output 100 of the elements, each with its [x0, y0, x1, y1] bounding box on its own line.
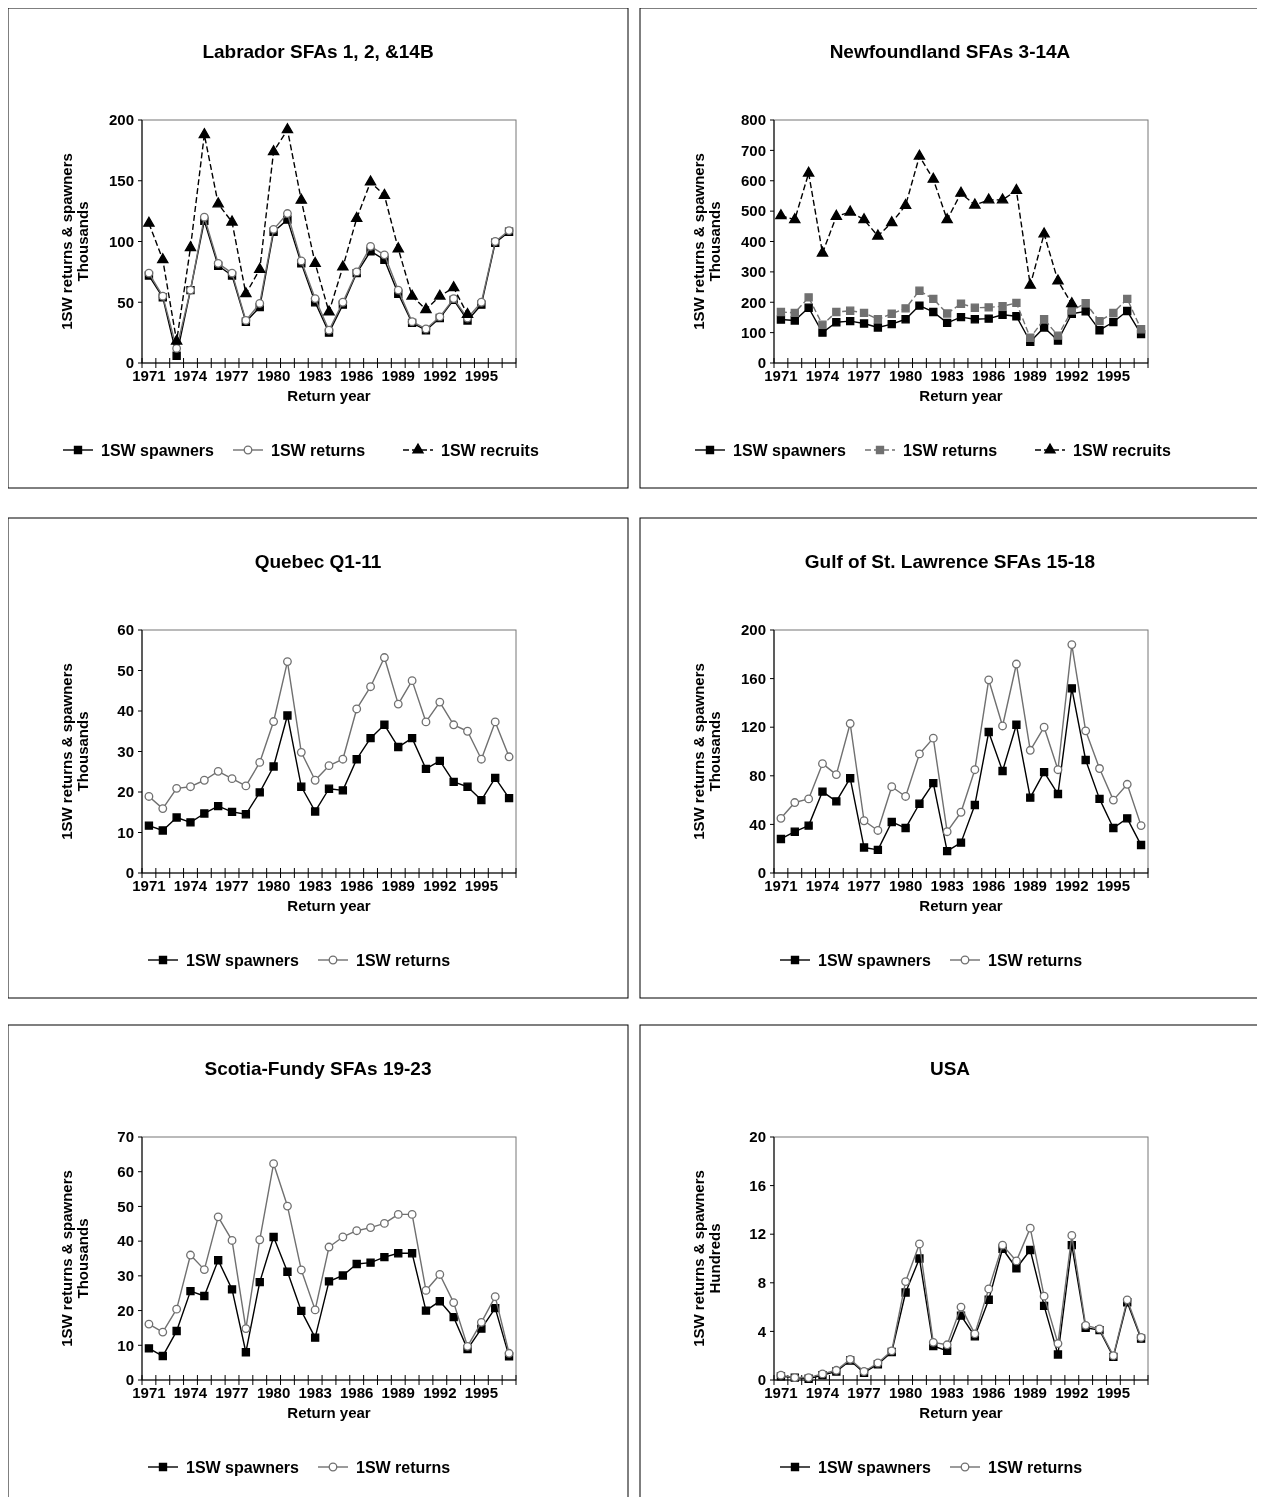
y-tick-label: 16 — [749, 1176, 766, 1194]
y-tick-label: 0 — [125, 1371, 134, 1389]
legend-label: 1SW returns — [356, 951, 451, 969]
x-tick-label: 1989 — [1013, 1384, 1047, 1401]
x-tick-label: 1983 — [298, 1384, 332, 1401]
x-tick-label: 1989 — [1013, 877, 1047, 894]
x-tick-label: 1995 — [1096, 877, 1131, 894]
y-tick-label: 800 — [740, 111, 766, 129]
x-tick-label: 1986 — [972, 877, 1006, 894]
y-axis-title: 1SW returns & spawners Thousands — [57, 663, 92, 840]
legend-label: 1SW spawners — [818, 1458, 932, 1476]
y-tick-label: 100 — [108, 232, 134, 250]
x-tick-label: 1992 — [423, 877, 457, 894]
y-tick-label: 20 — [749, 1128, 766, 1146]
y-tick-label: 80 — [749, 767, 766, 785]
x-tick-label: 1983 — [930, 877, 964, 894]
y-tick-label: 40 — [117, 702, 134, 720]
y-tick-label: 40 — [749, 815, 766, 833]
x-tick-label: 1974 — [173, 367, 208, 384]
x-tick-label: 1992 — [423, 1384, 457, 1401]
y-tick-label: 0 — [757, 1371, 766, 1389]
x-tick-label: 1986 — [340, 1384, 374, 1401]
y-tick-label: 200 — [108, 111, 134, 129]
x-tick-label: 1983 — [930, 1384, 964, 1401]
chart-title: USA — [929, 1058, 971, 1079]
x-tick-label: 1974 — [805, 1384, 840, 1401]
y-tick-label: 10 — [117, 823, 134, 841]
legend-label: 1SW returns — [271, 441, 366, 459]
y-tick-label: 700 — [740, 141, 766, 159]
x-tick-label: 1983 — [298, 367, 332, 384]
x-tick-label: 1980 — [888, 367, 923, 384]
x-tick-label: 1977 — [847, 877, 881, 894]
x-tick-label: 1971 — [764, 877, 798, 894]
x-axis-title: Return year — [919, 1404, 1003, 1421]
y-axis-title: 1SW returns & spawners Thousands — [689, 663, 724, 840]
y-tick-label: 70 — [117, 1128, 134, 1146]
y-tick-label: 200 — [740, 621, 766, 639]
legend-label: 1SW returns — [988, 951, 1083, 969]
x-tick-label: 1995 — [464, 877, 499, 894]
x-tick-label: 1992 — [1055, 1384, 1089, 1401]
chart-title: Scotia-Fundy SFAs 19-23 — [204, 1058, 432, 1079]
x-tick-label: 1980 — [256, 877, 291, 894]
chart-title: Labrador SFAs 1, 2, &14B — [202, 41, 434, 62]
x-tick-label: 1989 — [381, 367, 415, 384]
y-tick-label: 60 — [117, 1162, 134, 1180]
y-tick-label: 160 — [740, 669, 766, 687]
x-tick-label: 1989 — [381, 1384, 415, 1401]
y-axis-title: 1SW returns & spawners Thousands — [57, 153, 92, 330]
x-axis-title: Return year — [919, 897, 1003, 914]
x-tick-label: 1986 — [972, 367, 1006, 384]
y-tick-label: 50 — [117, 293, 134, 311]
x-tick-label: 1974 — [805, 877, 840, 894]
y-tick-label: 0 — [125, 354, 134, 372]
x-tick-label: 1992 — [423, 367, 457, 384]
y-tick-label: 150 — [108, 172, 134, 189]
x-tick-label: 1992 — [1055, 367, 1089, 384]
legend-label: 1SW recruits — [441, 441, 539, 459]
legend-label: 1SW spawners — [186, 951, 300, 969]
y-tick-label: 30 — [117, 1267, 134, 1285]
legend-label: 1SW returns — [356, 1458, 451, 1476]
legend-label: 1SW spawners — [733, 441, 847, 459]
x-tick-label: 1986 — [340, 367, 374, 384]
x-tick-label: 1971 — [764, 1384, 798, 1401]
y-tick-label: 12 — [749, 1225, 766, 1243]
y-axis-title: 1SW returns & spawners Hundreds — [689, 1170, 724, 1347]
x-tick-label: 1977 — [215, 877, 249, 894]
x-tick-label: 1971 — [132, 877, 166, 894]
x-tick-label: 1977 — [847, 367, 881, 384]
chart-title: Gulf of St. Lawrence SFAs 15-18 — [804, 551, 1096, 572]
y-tick-label: 0 — [125, 864, 134, 882]
y-axis-title: 1SW returns & spawners Thousands — [689, 153, 724, 330]
y-tick-label: 0 — [757, 354, 766, 372]
y-tick-label: 8 — [757, 1274, 766, 1292]
x-tick-label: 1986 — [972, 1384, 1006, 1401]
y-axis-title: 1SW returns & spawners Thousands — [57, 1170, 92, 1347]
x-tick-label: 1983 — [930, 367, 964, 384]
y-tick-label: 300 — [740, 263, 766, 281]
x-axis-title: Return year — [919, 387, 1003, 404]
x-tick-label: 1980 — [256, 1384, 291, 1401]
y-tick-label: 100 — [740, 323, 766, 341]
legend-label: 1SW spawners — [186, 1458, 300, 1476]
legend-label: 1SW recruits — [1073, 441, 1171, 459]
x-tick-label: 1983 — [298, 877, 332, 894]
x-tick-label: 1992 — [1055, 877, 1089, 894]
x-tick-label: 1974 — [805, 367, 840, 384]
y-tick-label: 50 — [117, 661, 134, 679]
y-tick-label: 600 — [740, 172, 766, 189]
y-tick-label: 4 — [757, 1322, 767, 1340]
chart-title: Newfoundland SFAs 3-14A — [829, 41, 1071, 62]
legend-label: 1SW spawners — [818, 951, 932, 969]
x-tick-label: 1977 — [847, 1384, 881, 1401]
x-tick-label: 1971 — [764, 367, 798, 384]
legend-label: 1SW returns — [903, 441, 998, 459]
y-tick-label: 50 — [117, 1197, 134, 1215]
x-tick-label: 1980 — [256, 367, 291, 384]
x-axis-title: Return year — [287, 897, 371, 914]
x-tick-label: 1989 — [1013, 367, 1047, 384]
chart-title: Quebec Q1-11 — [254, 551, 382, 572]
y-tick-label: 40 — [117, 1232, 134, 1250]
y-tick-label: 0 — [757, 864, 766, 882]
